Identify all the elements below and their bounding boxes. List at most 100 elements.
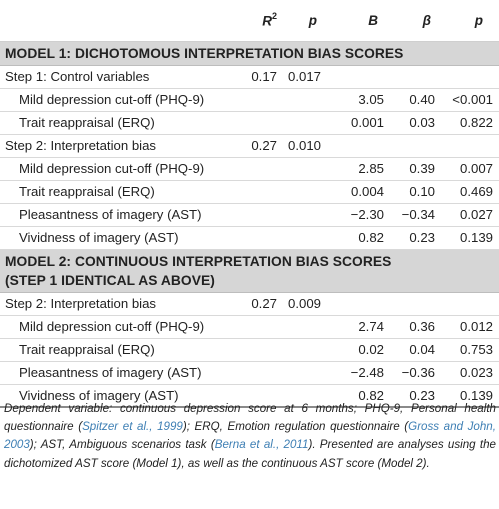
row-label: Trait reappraisal (ERQ) [0,111,236,135]
header-p2: p [474,12,483,28]
header-label-blank [0,0,236,41]
cell-r2 [236,226,283,250]
cell-b: −2.30 [327,203,390,227]
cell-p2: 0.023 [441,361,499,385]
cell-b: 2.85 [327,157,390,181]
row-label: Step 1: Control variables [0,65,236,89]
cell-p2: 0.027 [441,203,499,227]
header-row: R2 p B β p [0,0,499,41]
cell-p [283,338,327,362]
cell-p [283,203,327,227]
cell-r2 [236,111,283,135]
cell-r2: 0.27 [236,292,283,316]
cell-p2: 0.469 [441,180,499,204]
cell-beta: 0.23 [390,384,441,408]
cell-p2: 0.139 [441,384,499,408]
row-label: Mild depression cut-off (PHQ-9) [0,88,236,112]
cell-p [283,88,327,112]
table-row: Trait reappraisal (ERQ) 0.001 0.03 0.822 [0,111,499,135]
cell-p [283,315,327,339]
header-p: p [308,12,317,28]
table-row: Pleasantness of imagery (AST) −2.30 −0.3… [0,203,499,227]
cell-p2: 0.822 [441,111,499,135]
table-footnote: Dependent variable: continuous depressio… [4,400,496,473]
cell-p2 [441,65,499,89]
cell-p [283,226,327,250]
table-row: Vividness of imagery (AST) 0.82 0.23 0.1… [0,384,499,408]
cell-b: 0.82 [327,384,390,408]
cell-r2 [236,384,283,408]
cell-p [283,361,327,385]
table-row: Trait reappraisal (ERQ) 0.02 0.04 0.753 [0,338,499,362]
cell-p [283,111,327,135]
cell-beta: 0.40 [390,88,441,112]
cell-beta: 0.03 [390,111,441,135]
cell-p: 0.010 [283,134,327,158]
table-row: Mild depression cut-off (PHQ-9) 3.05 0.4… [0,88,499,112]
cell-beta: 0.23 [390,226,441,250]
cell-b: 2.74 [327,315,390,339]
cell-beta: 0.04 [390,338,441,362]
cell-beta: 0.39 [390,157,441,181]
cell-beta: −0.34 [390,203,441,227]
cell-p [283,180,327,204]
reference-link-gross-john[interactable]: Gross and John, 2003 [4,420,496,452]
cell-b: −2.48 [327,361,390,385]
header-beta: β [422,12,431,28]
table-row: Trait reappraisal (ERQ) 0.004 0.10 0.469 [0,180,499,204]
cell-p2 [441,292,499,316]
footnote-text: Dependent variable: continuous depressio… [4,402,496,434]
cell-b: 0.82 [327,226,390,250]
table-row: Mild depression cut-off (PHQ-9) 2.85 0.3… [0,157,499,181]
header-r2-base: R [262,13,272,29]
footnote-text: ); AST, Ambiguous scenarios task ( [29,438,215,452]
row-label: Mild depression cut-off (PHQ-9) [0,157,236,181]
cell-p [283,384,327,408]
cell-b [327,292,390,316]
row-label: Vividness of imagery (AST) [0,384,236,408]
model-2-title: MODEL 2: CONTINUOUS INTERPRETATION BIAS … [0,249,499,293]
cell-b [327,134,390,158]
footnote-text: ). Presented are analyses using the dich… [4,438,496,470]
cell-r2 [236,180,283,204]
header-r2-sup: 2 [271,11,277,21]
model-2-title-line1: MODEL 2: CONTINUOUS INTERPRETATION BIAS … [5,253,392,269]
cell-beta [390,65,441,89]
cell-beta: −0.36 [390,361,441,385]
row-label: Pleasantness of imagery (AST) [0,361,236,385]
cell-p2: 0.012 [441,315,499,339]
table-row: Step 2: Interpretation bias 0.27 0.009 [0,292,499,316]
cell-r2: 0.17 [236,65,283,89]
cell-p [283,157,327,181]
header-b: B [368,12,378,28]
row-label: Mild depression cut-off (PHQ-9) [0,315,236,339]
header-r2: R2 [236,0,283,41]
cell-r2 [236,157,283,181]
cell-r2 [236,203,283,227]
table-row: Mild depression cut-off (PHQ-9) 2.74 0.3… [0,315,499,339]
row-label: Pleasantness of imagery (AST) [0,203,236,227]
cell-beta: 0.36 [390,315,441,339]
cell-p2: 0.007 [441,157,499,181]
model-2-title-line2: (STEP 1 IDENTICAL AS ABOVE) [5,272,215,288]
footnote-text: ); ERQ, Emotion regulation questionnaire… [182,420,409,434]
row-label: Trait reappraisal (ERQ) [0,338,236,362]
cell-b: 3.05 [327,88,390,112]
cell-p2: 0.753 [441,338,499,362]
table-row: Step 1: Control variables 0.17 0.017 [0,65,499,89]
cell-p: 0.017 [283,65,327,89]
cell-beta: 0.10 [390,180,441,204]
reference-link-spitzer[interactable]: Spitzer et al., 1999 [82,420,183,434]
cell-b: 0.001 [327,111,390,135]
row-label: Step 2: Interpretation bias [0,134,236,158]
cell-p2: <0.001 [441,88,499,112]
regression-table: R2 p B β p MODEL 1: DICHOTOMOUS INTERPRE… [0,0,499,408]
cell-b: 0.02 [327,338,390,362]
cell-p: 0.009 [283,292,327,316]
cell-p2: 0.139 [441,226,499,250]
cell-r2 [236,315,283,339]
cell-r2 [236,88,283,112]
cell-beta [390,134,441,158]
reference-link-berna[interactable]: Berna et al., 2011 [214,438,309,452]
